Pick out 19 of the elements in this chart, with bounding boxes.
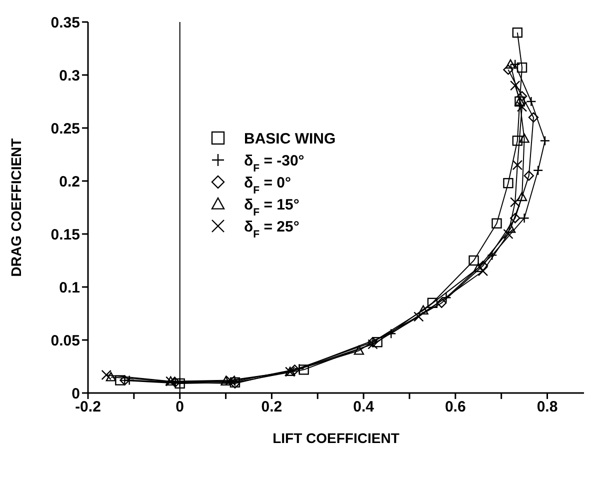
y-tick-label: 0.25	[50, 120, 80, 138]
y-tick-label: 0.2	[59, 173, 80, 190]
x-tick-label: 0.6	[444, 398, 466, 416]
y-tick-label: 0.1	[59, 279, 80, 296]
x-tick-label: 0	[176, 398, 184, 416]
x-tick-label: 0.2	[261, 398, 282, 416]
legend-label: δ$_{F}$ = -30°	[244, 152, 304, 174]
legend-label: δ$_{F}$ = 25°	[244, 218, 300, 240]
y-tick-label: 0.3	[59, 67, 80, 84]
legend-label: δ$_{F}$ = 0°	[244, 174, 291, 196]
y-tick-label: 0.05	[50, 332, 80, 350]
x-tick-label: 0.8	[536, 398, 558, 416]
legend-label: δ$_{F}$ = 15°	[244, 196, 300, 218]
y-tick-label: 0.15	[50, 226, 80, 244]
y-axis-title: DRAG COEFFICIENT	[8, 138, 24, 277]
y-tick-label: 0.35	[50, 14, 80, 32]
x-axis-title: LIFT COEFFICIENT	[272, 430, 400, 446]
x-tick-label: 0.4	[353, 398, 375, 416]
legend-label: BASIC WING	[244, 130, 336, 148]
